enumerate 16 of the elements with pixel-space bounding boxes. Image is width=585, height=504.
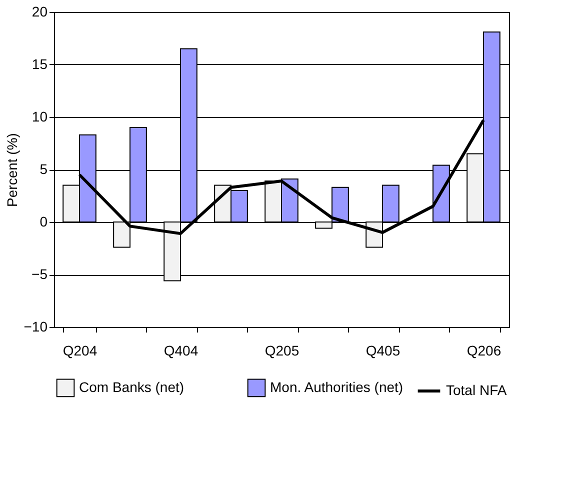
x-tick-label: Q404: [164, 342, 198, 358]
y-axis-title: Percent (%): [4, 133, 20, 207]
legend-label: Com Banks (net): [79, 378, 184, 395]
x-tick-label: Q205: [264, 342, 300, 358]
x-tick-label: Q206: [466, 342, 502, 358]
legend-label: Total NFA: [446, 382, 508, 398]
legend-label: Mon. Authorities (net): [270, 378, 404, 395]
y-tick-label: 15: [32, 56, 48, 72]
y-tick-label: 10: [32, 108, 48, 124]
y-tick-label: 5: [40, 161, 48, 177]
y-tick-label: 20: [32, 4, 48, 20]
y-tick-label: −5: [32, 266, 48, 282]
x-tick-label: Q405: [366, 342, 400, 358]
y-tick-label: 0: [40, 214, 48, 230]
y-tick-label: −10: [24, 318, 48, 334]
x-tick-label: Q204: [62, 342, 98, 358]
